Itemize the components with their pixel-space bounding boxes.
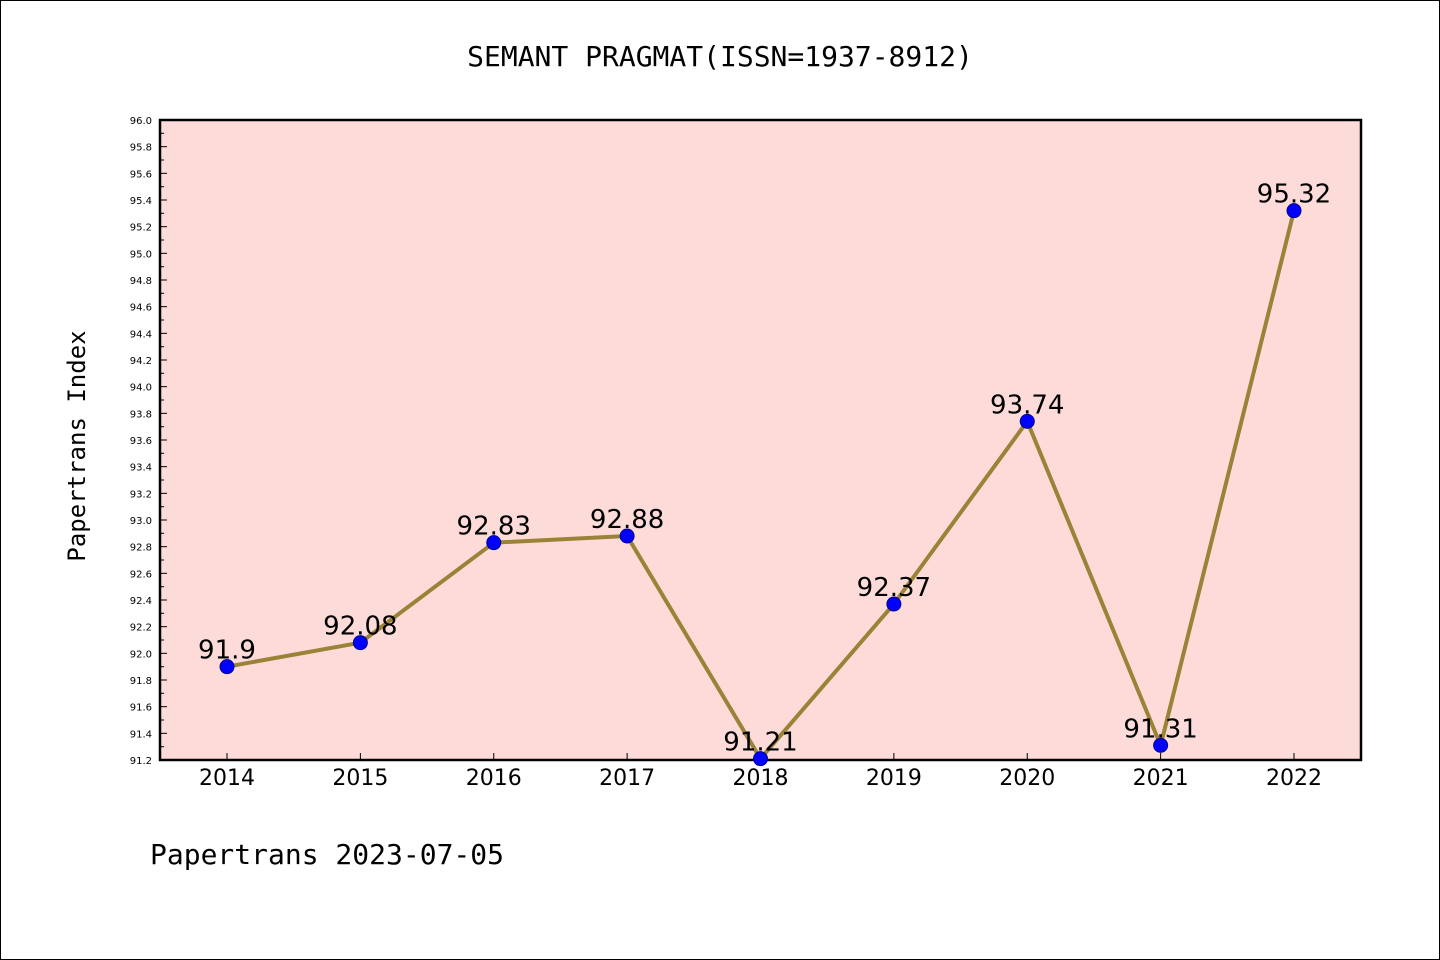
data-label: 92.37: [857, 573, 931, 603]
y-axis-label: Papertrans Index: [63, 330, 91, 561]
y-tick-label: 94.2: [130, 356, 152, 367]
data-point: [619, 528, 635, 544]
x-tick-label: 2022: [1266, 766, 1322, 791]
data-labels: 91.9 92.08 92.83 92.88 91.21 92.37 93.74 91.31 9…: [198, 180, 1331, 758]
series-layer: [219, 203, 1302, 767]
data-point: [352, 635, 368, 651]
x-tick-label: 2018: [733, 766, 789, 791]
data-point: [1153, 737, 1169, 753]
y-tick-label: 92.8: [130, 543, 152, 554]
data-label: 95.32: [1257, 180, 1331, 210]
data-label: 91.31: [1123, 714, 1197, 744]
x-axis-ticks: 2014 2015 2016 2017 2018 2019 2020 2021 2022: [199, 753, 1322, 791]
data-point: [753, 751, 768, 767]
y-tick-label: 91.8: [130, 676, 152, 687]
y-tick-label: 92.6: [130, 569, 152, 580]
y-tick-label: 95.2: [130, 223, 152, 234]
x-tick-label: 2017: [599, 766, 655, 791]
y-tick-label: 95.4: [130, 196, 152, 207]
y-tick-label: 94.0: [130, 383, 152, 394]
y-tick-label: 93.6: [130, 436, 152, 447]
x-tick-label: 2014: [199, 766, 255, 791]
data-label: 91.9: [198, 636, 256, 666]
y-tick-label: 95.0: [130, 249, 152, 260]
y-tick-label: 91.6: [130, 703, 152, 714]
y-tick-label: 95.6: [130, 169, 152, 180]
data-point: [1286, 203, 1302, 219]
y-tick-label: 92.0: [130, 649, 152, 660]
x-tick-label: 2021: [1133, 766, 1189, 791]
y-tick-label: 94.8: [130, 276, 152, 287]
y-tick-label: 94.6: [130, 303, 152, 314]
data-label: 91.21: [723, 728, 797, 758]
y-tick-label: 92.4: [130, 596, 152, 607]
y-axis-ticks: 91.2 91.4 91.6 91.8 92.0 92.2 92.4 92.6 92.8 93.0…: [130, 116, 167, 767]
y-tick-label: 91.2: [130, 756, 152, 767]
y-tick-label: 95.8: [130, 143, 152, 154]
plot-area: [158, 118, 1363, 762]
y-tick-label: 92.2: [130, 623, 152, 634]
data-label: 92.88: [590, 505, 664, 535]
y-tick-label: 96.0: [130, 116, 152, 127]
data-point: [1019, 413, 1035, 429]
x-tick-label: 2016: [466, 766, 522, 791]
data-label: 93.74: [990, 390, 1064, 420]
chart-title: SEMANT PRAGMAT(ISSN=1937-8912): [467, 40, 973, 73]
y-tick-label: 94.4: [130, 329, 152, 340]
x-tick-label: 2015: [332, 766, 388, 791]
y-tick-label: 93.2: [130, 489, 152, 500]
footer-date: Papertrans 2023-07-05: [150, 838, 504, 871]
data-point: [486, 535, 502, 551]
x-tick-label: 2019: [866, 766, 922, 791]
data-label: 92.08: [323, 612, 397, 642]
data-point: [219, 659, 235, 675]
data-label: 92.83: [457, 512, 531, 542]
y-tick-label: 91.4: [130, 729, 152, 740]
y-tick-label: 93.0: [130, 516, 152, 527]
x-tick-label: 2020: [999, 766, 1055, 791]
y-tick-label: 93.4: [130, 463, 152, 474]
y-tick-label: 93.8: [130, 409, 152, 420]
data-point: [886, 596, 902, 612]
